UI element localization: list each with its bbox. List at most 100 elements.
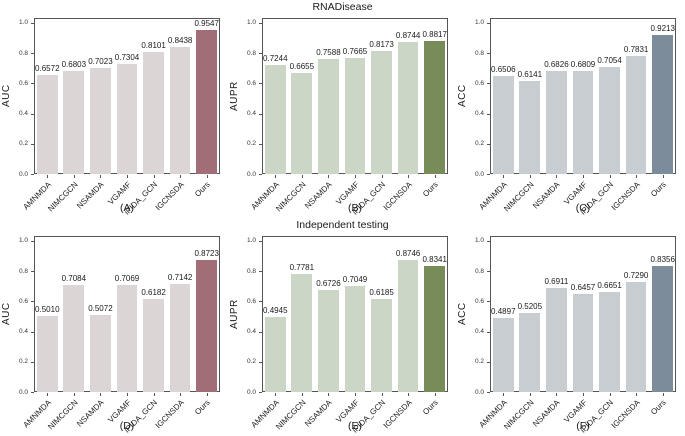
bar-value-label: 0.4897: [491, 307, 516, 317]
panel-label: (C): [575, 202, 591, 214]
bar-value-label: 0.6506: [491, 64, 516, 74]
bar: [397, 259, 419, 392]
bar: [143, 51, 164, 174]
y-tick-mark: [487, 83, 490, 85]
bar-value-label: 0.5010: [35, 305, 60, 315]
bar: [90, 315, 111, 392]
y-tick-mark: [259, 143, 262, 145]
bar-value-label: 0.7304: [114, 52, 140, 62]
y-tick-label: 0.4: [18, 328, 28, 336]
y-tick-mark: [259, 271, 262, 273]
y-tick-mark: [31, 271, 34, 273]
bar-value-label: 0.9547: [194, 18, 219, 28]
bar-value-label: 0.7588: [316, 48, 341, 58]
bar: [572, 71, 594, 174]
chart-panel-c-acc: ACC 0.0 0.2 0.4 0.6 0.8 1.0 0.6506 AMNMDA 0.6141 N…: [456, 14, 684, 218]
y-tick-mark: [487, 53, 490, 55]
y-tick-label: 0.8: [246, 267, 256, 275]
panel-label: (F): [576, 420, 590, 432]
y-tick-mark: [487, 361, 490, 363]
y-tick-mark: [487, 143, 490, 145]
x-tick-mark: [328, 175, 330, 178]
x-tick-mark: [529, 175, 531, 178]
bar-value-label: 0.6809: [570, 60, 596, 70]
bar-ours: [424, 266, 446, 392]
bar: [599, 291, 620, 392]
y-tick-mark: [487, 240, 490, 242]
x-tick-label: Ours: [649, 398, 669, 417]
row-title-rnadisease: RNADisease: [312, 1, 373, 13]
y-tick-label: 1.0: [474, 237, 484, 245]
chart-panel-a-auc: AUC 0.0 0.2 0.4 0.6 0.8 1.0 0.6572 AMNMDA 0.6803 N…: [0, 14, 228, 218]
bar-value-label: 0.7781: [289, 263, 315, 273]
y-tick-label: 0.8: [246, 49, 256, 57]
x-tick-mark: [381, 393, 383, 396]
x-tick-mark: [47, 175, 49, 178]
bar: [519, 81, 541, 174]
panel-label: (B): [348, 202, 362, 214]
bar-value-label: 0.6726: [316, 279, 341, 289]
x-tick-mark: [73, 393, 75, 396]
x-tick-mark: [73, 175, 75, 178]
y-tick-label: 0.0: [18, 388, 28, 396]
y-tick-label: 1.0: [246, 19, 256, 27]
row-rnadisease: RNADisease AUC 0.0 0.2 0.4 0.6 0.8 1.0 0.6572 AM…: [0, 1, 684, 218]
y-tick-label: 0.6: [18, 297, 28, 305]
bar: [169, 284, 191, 392]
y-tick-mark: [487, 113, 490, 115]
bar-ours: [424, 40, 446, 174]
bar-value-label: 0.8173: [369, 39, 394, 49]
x-tick-label: NSAMDA: [531, 180, 562, 211]
y-tick-label: 0.4: [474, 328, 484, 336]
x-tick-mark: [609, 393, 611, 396]
bar: [371, 298, 392, 392]
charts-row-2: AUC 0.0 0.2 0.4 0.6 0.8 1.0 0.5010 AMNMDA 0.7084 N…: [0, 232, 685, 436]
x-tick-mark: [609, 175, 611, 178]
bar-value-label: 0.6826: [544, 59, 569, 69]
x-tick-mark: [153, 393, 155, 396]
bar: [90, 67, 111, 174]
y-tick-mark: [487, 22, 490, 24]
y-axis-label: AUC: [1, 302, 12, 326]
y-tick-mark: [487, 301, 490, 303]
panel-label: (A): [120, 202, 134, 214]
x-tick-mark: [180, 393, 182, 396]
bar: [546, 70, 567, 174]
x-tick-mark: [206, 393, 208, 396]
y-tick-mark: [259, 301, 262, 303]
bar: [344, 285, 366, 392]
x-tick-label: Ours: [649, 180, 669, 199]
bar: [318, 59, 339, 174]
bar-value-label: 0.9213: [650, 23, 675, 33]
x-tick-label: NSAMDA: [531, 398, 562, 429]
bar: [116, 63, 138, 174]
bar-value-label: 0.8817: [422, 29, 447, 39]
bar-value-label: 0.6651: [597, 280, 622, 290]
bar: [169, 46, 191, 174]
x-tick-mark: [301, 175, 303, 178]
chart-panel-d-auc: AUC 0.0 0.2 0.4 0.6 0.8 1.0 0.5010 AMNMDA 0.7084 N…: [0, 232, 228, 436]
x-tick-mark: [100, 393, 102, 396]
bar: [36, 316, 58, 392]
bar-value-label: 0.7084: [61, 274, 87, 284]
x-tick-mark: [556, 393, 558, 396]
y-tick-label: 0.2: [246, 358, 256, 366]
y-tick-mark: [487, 174, 490, 175]
bar-value-label: 0.6185: [369, 287, 394, 297]
bar-value-label: 0.7290: [623, 270, 649, 280]
x-tick-label: Ours: [421, 398, 441, 417]
bar-value-label: 0.8341: [422, 255, 447, 265]
chart-panel-b-aupr: AUPR 0.0 0.2 0.4 0.6 0.8 1.0 0.7244 AMNMDA 0.6655…: [228, 14, 456, 218]
bar: [291, 274, 313, 392]
y-tick-mark: [259, 392, 262, 393]
bar-value-label: 0.7244: [263, 53, 288, 63]
y-tick-mark: [31, 174, 34, 175]
bar-value-label: 0.8746: [395, 248, 421, 258]
bar: [572, 294, 594, 392]
y-tick-label: 0.4: [246, 328, 256, 336]
x-tick-mark: [127, 393, 128, 396]
bar-ours: [652, 34, 674, 174]
bar-value-label: 0.6141: [517, 70, 543, 80]
x-tick-mark: [355, 175, 356, 178]
